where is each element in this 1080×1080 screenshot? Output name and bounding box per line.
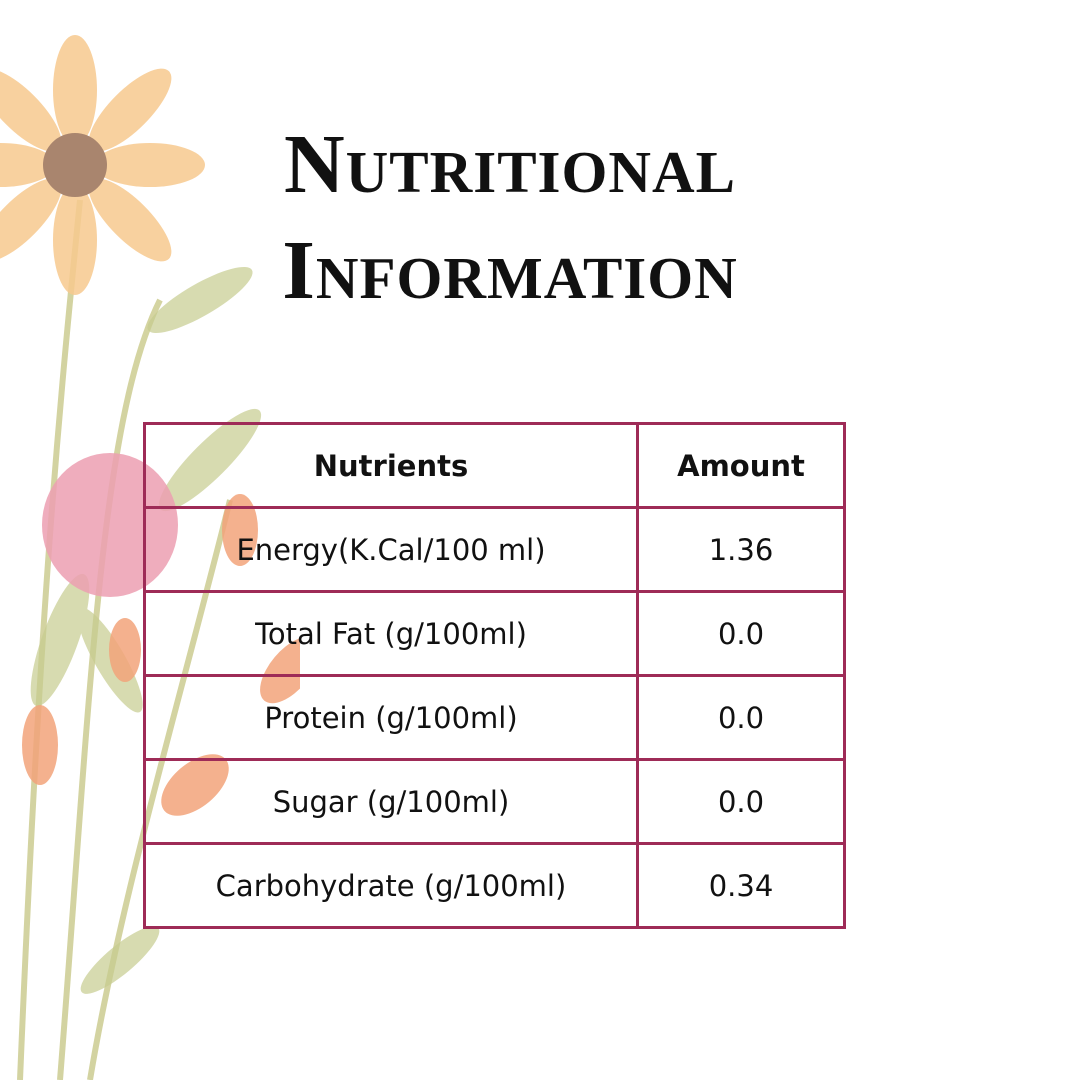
bud	[22, 705, 58, 785]
column-header: Amount	[636, 422, 846, 509]
nutrient-name: Sugar (g/100ml)	[143, 758, 639, 845]
header-row: Nutrients Amount	[143, 422, 846, 509]
table-row: Sugar (g/100ml) 0.0	[143, 758, 846, 845]
nutrient-amount: 0.34	[636, 842, 846, 929]
nutrition-table: Nutrients Amount Energy(K.Cal/100 ml) 1.36…	[143, 422, 846, 929]
nutrient-name: Total Fat (g/100ml)	[143, 590, 639, 677]
column-header: Nutrients	[143, 422, 639, 509]
sunflower	[0, 35, 205, 295]
nutrient-amount: 0.0	[636, 590, 846, 677]
nutrient-amount: 0.0	[636, 674, 846, 761]
nutrient-name: Energy(K.Cal/100 ml)	[143, 506, 639, 593]
leaf	[147, 266, 253, 334]
table-row: Energy(K.Cal/100 ml) 1.36	[143, 506, 846, 593]
bud	[109, 618, 141, 682]
nutrient-amount: 0.0	[636, 758, 846, 845]
nutrient-name: Protein (g/100ml)	[143, 674, 639, 761]
leaf	[80, 926, 160, 994]
table-body: Energy(K.Cal/100 ml) 1.36 Total Fat (g/100…	[143, 506, 846, 929]
table-row: Total Fat (g/100ml) 0.0	[143, 590, 846, 677]
table-row: Carbohydrate (g/100ml) 0.34	[143, 842, 846, 929]
nutrient-amount: 1.36	[636, 506, 846, 593]
table-row: Protein (g/100ml) 0.0	[143, 674, 846, 761]
nutrient-name: Carbohydrate (g/100ml)	[143, 842, 639, 929]
leaf	[30, 573, 90, 707]
table-head: Nutrients Amount	[143, 422, 846, 509]
title: Nutritional Information	[282, 118, 738, 317]
